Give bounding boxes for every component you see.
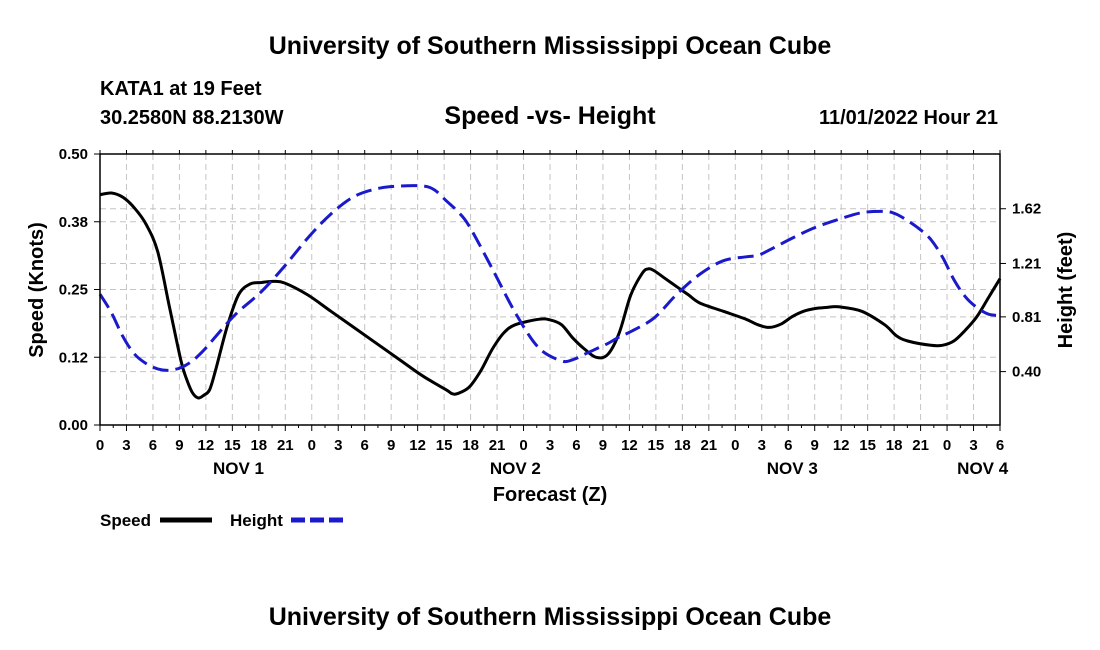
x-tick-label: 21 <box>912 437 929 454</box>
x-tick-label: 12 <box>833 437 850 454</box>
x-tick-label: 21 <box>700 437 717 454</box>
date-label: NOV 1 <box>213 459 264 478</box>
x-tick-label: 0 <box>96 437 104 454</box>
x-tick-label: 6 <box>361 437 369 454</box>
legend-speed-label: Speed <box>100 511 151 530</box>
x-tick-label: 9 <box>811 437 819 454</box>
y-tick-label: 0.50 <box>59 146 88 163</box>
y2-tick-label: 0.40 <box>1012 364 1041 381</box>
x-tick-label: 3 <box>969 437 977 454</box>
x-tick-label: 9 <box>175 437 183 454</box>
x-tick-label: 12 <box>198 437 215 454</box>
forecast-time: 11/01/2022 Hour 21 <box>819 107 998 129</box>
x-tick-label: 21 <box>277 437 294 454</box>
date-label: NOV 2 <box>490 459 541 478</box>
x-tick-label: 6 <box>784 437 792 454</box>
x-tick-label: 12 <box>621 437 638 454</box>
x-tick-label: 15 <box>436 437 453 454</box>
y-axis-label: Speed (Knots) <box>26 222 48 358</box>
y-tick-label: 0.25 <box>59 282 88 299</box>
x-tick-label: 15 <box>648 437 665 454</box>
x-tick-label: 3 <box>334 437 342 454</box>
x-tick-label: 6 <box>149 437 157 454</box>
x-axis-label: Forecast (Z) <box>493 484 607 506</box>
legend: Speed Height <box>100 511 343 530</box>
x-tick-label: 3 <box>758 437 766 454</box>
date-label: NOV 3 <box>767 459 818 478</box>
station-name: KATA1 at 19 Feet <box>100 78 262 100</box>
x-tick-label: 0 <box>308 437 316 454</box>
x-tick-label: 21 <box>489 437 506 454</box>
axes: 0 3 6 9 12 15 18 21 0 3 6 9 12 15 18 21 0 3 6 9 12 15 18 21 0 3 6 9… <box>59 146 1041 478</box>
x-tick-label: 18 <box>462 437 479 454</box>
footer-title: University of Southern Mississippi Ocean… <box>269 603 832 631</box>
legend-height-label: Height <box>230 511 283 530</box>
station-coords: 30.2580N 88.2130W <box>100 107 284 129</box>
y-tick-label: 0.12 <box>59 349 88 366</box>
date-label: NOV 4 <box>957 459 1009 478</box>
x-tick-label: 9 <box>599 437 607 454</box>
page-title: University of Southern Mississippi Ocean… <box>269 32 832 60</box>
series-lines <box>98 184 1002 400</box>
series-line-height <box>98 184 1001 372</box>
x-tick-label: 3 <box>546 437 554 454</box>
series-line-speed <box>99 191 1002 400</box>
x-tick-label: 3 <box>122 437 130 454</box>
y2-axis-label: Height (feet) <box>1055 232 1077 349</box>
x-tick-label: 18 <box>674 437 691 454</box>
x-tick-label: 12 <box>409 437 426 454</box>
x-tick-label: 15 <box>859 437 876 454</box>
y2-tick-label: 1.21 <box>1012 255 1041 272</box>
x-tick-label: 0 <box>519 437 527 454</box>
x-tick-label: 0 <box>943 437 951 454</box>
y2-tick-label: 1.62 <box>1012 201 1041 218</box>
y2-tick-label: 0.81 <box>1012 309 1041 326</box>
grid <box>100 154 1000 425</box>
x-tick-label: 18 <box>250 437 267 454</box>
chart-title: Speed -vs- Height <box>444 102 656 130</box>
x-tick-label: 15 <box>224 437 241 454</box>
x-tick-label: 6 <box>996 437 1004 454</box>
y-tick-label: 0.00 <box>59 417 88 434</box>
x-tick-label: 6 <box>572 437 580 454</box>
x-tick-label: 9 <box>387 437 395 454</box>
x-tick-label: 18 <box>886 437 903 454</box>
x-tick-label: 0 <box>731 437 739 454</box>
y-tick-label: 0.38 <box>59 214 88 231</box>
